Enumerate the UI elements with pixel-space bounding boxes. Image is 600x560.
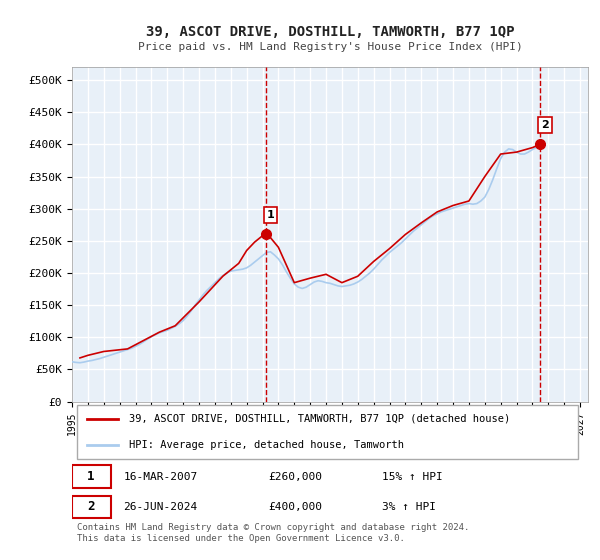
Text: 16-MAR-2007: 16-MAR-2007	[124, 472, 198, 482]
FancyBboxPatch shape	[72, 496, 110, 519]
FancyBboxPatch shape	[72, 465, 110, 488]
Text: 2: 2	[541, 120, 549, 130]
Text: £400,000: £400,000	[268, 502, 322, 512]
Text: 39, ASCOT DRIVE, DOSTHILL, TAMWORTH, B77 1QP (detached house): 39, ASCOT DRIVE, DOSTHILL, TAMWORTH, B77…	[129, 413, 510, 423]
Text: 2: 2	[88, 501, 95, 514]
Text: 26-JUN-2024: 26-JUN-2024	[124, 502, 198, 512]
Text: 39, ASCOT DRIVE, DOSTHILL, TAMWORTH, B77 1QP: 39, ASCOT DRIVE, DOSTHILL, TAMWORTH, B77…	[146, 25, 514, 39]
Text: 15% ↑ HPI: 15% ↑ HPI	[382, 472, 442, 482]
FancyBboxPatch shape	[77, 405, 578, 459]
Text: Contains HM Land Registry data © Crown copyright and database right 2024.
This d: Contains HM Land Registry data © Crown c…	[77, 524, 470, 543]
Text: HPI: Average price, detached house, Tamworth: HPI: Average price, detached house, Tamw…	[129, 440, 404, 450]
Text: 1: 1	[88, 470, 95, 483]
Text: 1: 1	[267, 210, 274, 220]
Text: £260,000: £260,000	[268, 472, 322, 482]
Text: Price paid vs. HM Land Registry's House Price Index (HPI): Price paid vs. HM Land Registry's House …	[137, 42, 523, 52]
Text: 3% ↑ HPI: 3% ↑ HPI	[382, 502, 436, 512]
